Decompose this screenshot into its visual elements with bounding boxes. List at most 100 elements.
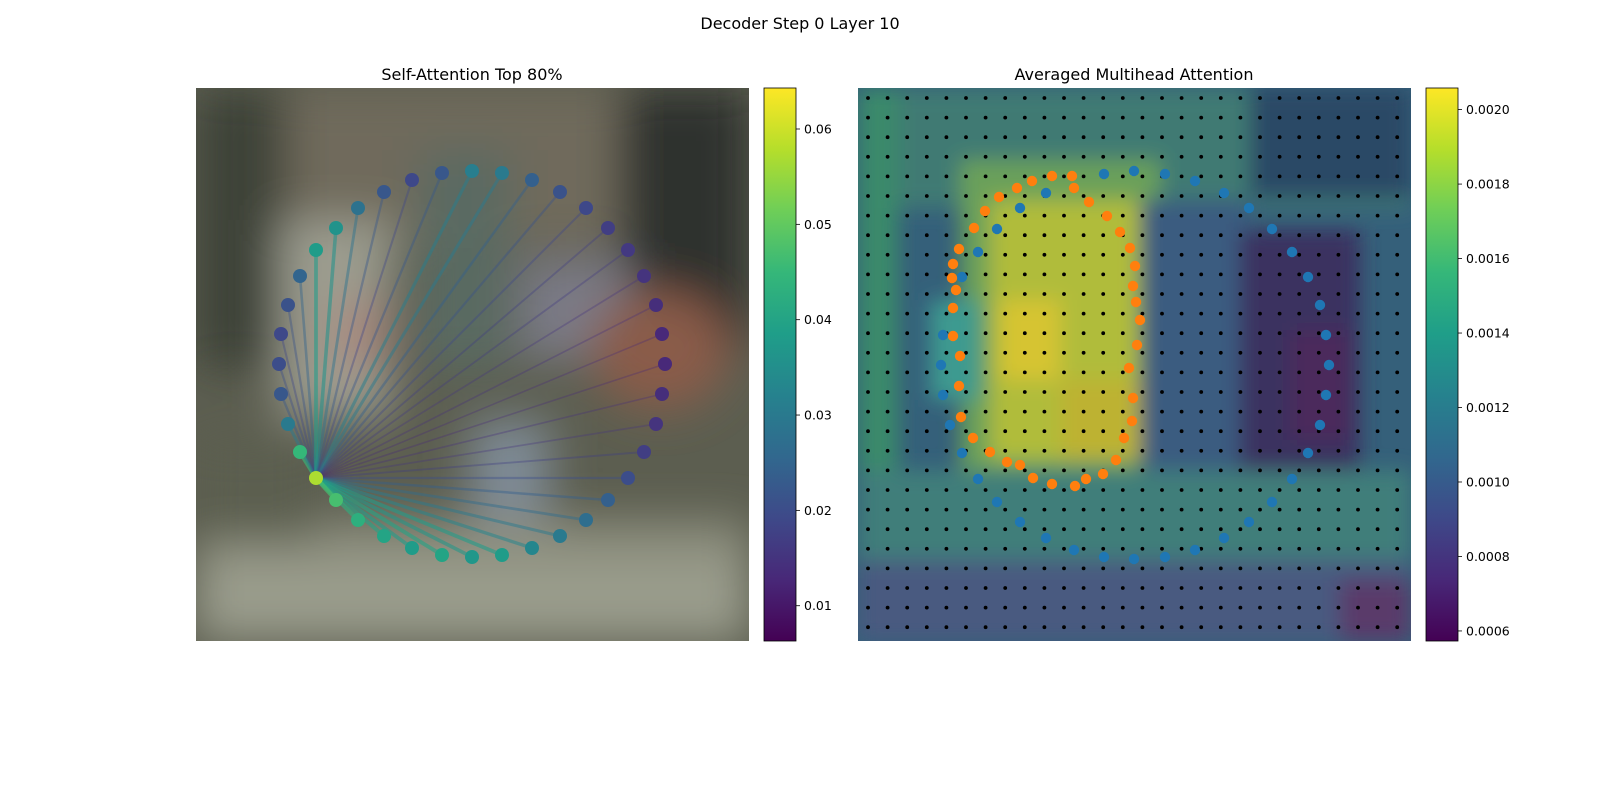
grid-dot	[1218, 370, 1223, 375]
grid-dot	[1062, 625, 1066, 630]
grid-dot	[1062, 115, 1066, 120]
grid-dot	[1022, 625, 1027, 630]
grid-dot	[1062, 331, 1066, 336]
grid-dot	[1375, 115, 1380, 120]
grid-dot	[1277, 409, 1282, 414]
grid-dot	[1356, 311, 1360, 316]
grid-dot	[1316, 154, 1321, 159]
grid-dot	[1336, 272, 1341, 277]
grid-dot	[1336, 625, 1341, 630]
multihead-attention-title: Averaged Multihead Attention	[1015, 65, 1254, 84]
grid-dot	[1140, 390, 1145, 394]
grid-dot	[1062, 272, 1066, 277]
grid-dot	[1336, 527, 1341, 532]
grid-dot	[1179, 154, 1184, 159]
colorbar-tick-label: 0.05	[804, 217, 832, 232]
grid-dot	[885, 370, 890, 375]
grid-dot	[983, 625, 988, 630]
grid-dot	[1062, 429, 1066, 434]
grid-dot	[1316, 586, 1321, 590]
grid-dot	[1120, 252, 1125, 257]
grid-dot	[1042, 233, 1047, 238]
attention-point	[579, 513, 593, 527]
grid-dot	[1297, 370, 1302, 375]
grid-dot	[1062, 154, 1066, 159]
grid-dot	[1316, 135, 1321, 140]
grid-dot	[1042, 331, 1047, 336]
grid-dot	[983, 174, 988, 179]
grid-dot	[1218, 96, 1223, 100]
grid-dot	[1101, 527, 1106, 532]
grid-dot	[944, 468, 949, 473]
grid-dot	[1120, 586, 1125, 590]
grid-dot	[1042, 154, 1047, 159]
grid-dot	[1022, 370, 1027, 375]
grid-dot	[1003, 292, 1008, 296]
grid-dot	[1140, 115, 1145, 120]
grid-dot	[1218, 488, 1223, 492]
grid-dot	[1258, 194, 1262, 198]
grid-dot	[1375, 292, 1380, 296]
grid-dot	[1316, 448, 1321, 453]
grid-dot	[1258, 96, 1262, 100]
grid-dot	[1179, 586, 1184, 590]
blue-point	[1286, 473, 1298, 485]
grid-dot	[1120, 350, 1125, 355]
grid-dot	[983, 566, 988, 571]
grid-dot	[1022, 272, 1027, 277]
grid-dot	[1218, 213, 1223, 218]
grid-dot	[1062, 350, 1066, 355]
grid-dot	[1238, 488, 1243, 492]
grid-dot	[1120, 331, 1125, 336]
orange-point	[1123, 362, 1135, 374]
grid-dot	[1062, 546, 1066, 551]
blue-points	[935, 165, 1335, 565]
blue-point	[1040, 532, 1052, 544]
grid-dot	[1258, 174, 1262, 179]
grid-dot	[1336, 390, 1341, 394]
grid-dot	[1042, 135, 1047, 140]
grid-dot	[1336, 586, 1341, 590]
grid-dot	[1395, 115, 1400, 120]
multihead-attention-panel: Averaged Multihead Attention	[858, 65, 1411, 641]
grid-dot	[1336, 252, 1341, 257]
grid-dot	[944, 252, 949, 257]
grid-dot	[1062, 605, 1066, 610]
grid-dot	[1003, 527, 1008, 532]
grid-dot	[1003, 272, 1008, 277]
grid-dot	[1395, 625, 1400, 630]
grid-dot	[905, 448, 910, 453]
grid-dot	[1336, 292, 1341, 296]
grid-dot	[964, 586, 968, 590]
grid-dot	[1199, 625, 1204, 630]
attention-point	[329, 493, 343, 507]
grid-dot	[964, 350, 968, 355]
self-attention-background-photo	[196, 88, 749, 641]
attention-line	[314, 190, 562, 480]
grid-dot	[1356, 566, 1360, 571]
grid-dot	[1297, 252, 1302, 257]
grid-dot	[905, 586, 910, 590]
colorbar-tick-label: 0.06	[804, 121, 832, 136]
grid-dot	[964, 213, 968, 218]
grid-dot	[1062, 252, 1066, 257]
grid-dot	[1218, 527, 1223, 532]
grid-dot	[924, 566, 929, 571]
grid-dot	[1022, 135, 1027, 140]
grid-dot	[1081, 233, 1086, 238]
blue-point	[1098, 551, 1110, 563]
grid-dot	[1120, 429, 1125, 434]
attention-line	[315, 423, 657, 479]
grid-dot	[905, 252, 910, 257]
blue-point	[937, 389, 949, 401]
grid-dot	[1199, 468, 1204, 473]
grid-dot	[1218, 292, 1223, 296]
grid-dot	[1395, 311, 1400, 316]
grid-dot	[944, 429, 949, 434]
attention-point	[274, 387, 288, 401]
grid-dot	[1081, 390, 1086, 394]
attention-point	[525, 541, 539, 555]
grid-dot	[866, 311, 870, 316]
grid-dot	[1199, 546, 1204, 551]
grid-dot	[944, 409, 949, 414]
